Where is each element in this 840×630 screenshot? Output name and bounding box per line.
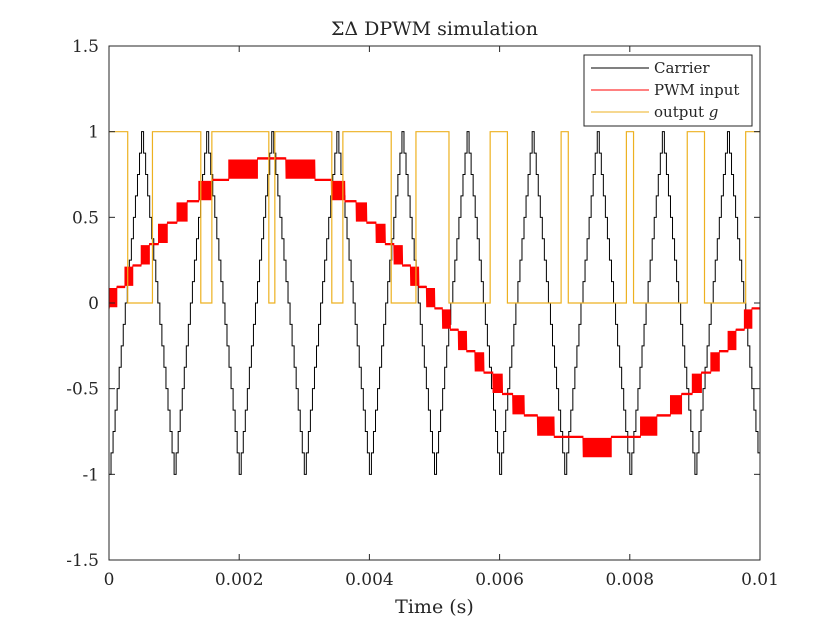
y-tick-label: 1	[88, 123, 99, 143]
y-tick-label: -1.5	[66, 551, 99, 571]
series-line-pwm-input	[108, 157, 761, 458]
legend-label-carrier: Carrier	[654, 59, 710, 77]
axis-ticks: 0 0.002 0.004 0.006 0.008 0.01 -1.5 -1 -0.5 0 0.5 1…	[66, 37, 779, 590]
x-tick-label: 0.008	[605, 570, 654, 590]
chart-title: ΣΔ DPWM simulation	[331, 18, 538, 40]
y-tick-label: 0.5	[72, 208, 99, 228]
legend: Carrier PWM input output g	[583, 54, 753, 127]
x-tick-label: 0.004	[345, 570, 394, 590]
series-line-output-g	[109, 131, 760, 304]
legend-label-pwm-input: PWM input	[654, 81, 739, 99]
series-line-carrier	[109, 131, 761, 475]
legend-label-output-g: output g	[654, 103, 718, 121]
x-tick-label: 0.002	[215, 570, 264, 590]
y-tick-label: 0	[88, 294, 99, 314]
x-axis-label: Time (s)	[395, 596, 474, 618]
x-tick-label: 0.01	[741, 570, 779, 590]
y-tick-label: -1	[82, 465, 99, 485]
x-tick-label: 0	[104, 570, 115, 590]
y-tick-label: 1.5	[72, 37, 99, 57]
x-tick-label: 0.006	[475, 570, 524, 590]
plot-area	[108, 131, 761, 475]
y-tick-label: -0.5	[66, 380, 99, 400]
